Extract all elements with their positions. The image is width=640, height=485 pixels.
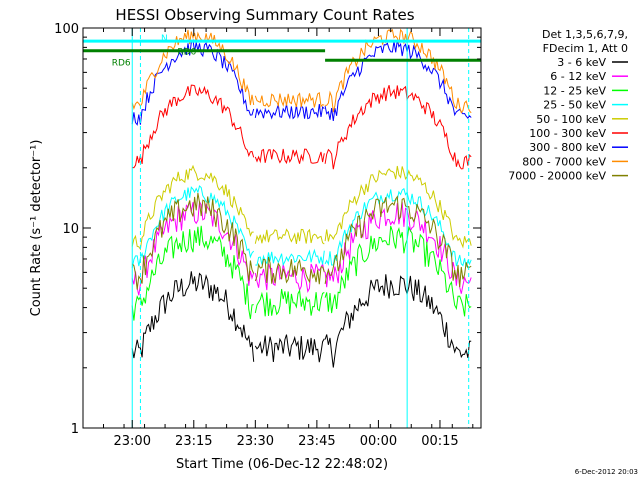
legend-label: 100 - 300 keV <box>529 127 606 140</box>
y-tick-label: 10 <box>62 222 79 237</box>
y-tick-label: 1 <box>71 422 79 437</box>
legend-label: 25 - 50 keV <box>543 99 606 112</box>
series-line-6 <box>132 84 472 170</box>
x-tick-label: 23:30 <box>237 434 274 449</box>
x-axis-label: Start Time (06-Dec-12 22:48:02) <box>176 457 388 472</box>
plot-area: N RD6 RD6 <box>83 28 481 428</box>
legend-header-line-1: Det 1,3,5,6,7,9, <box>542 28 628 41</box>
legend-label: 3 - 6 keV <box>557 56 606 69</box>
x-tick-label: 23:45 <box>298 434 335 449</box>
annotation-label: RD6 <box>177 48 196 58</box>
series-line-9 <box>131 193 472 290</box>
x-tick-label: 23:00 <box>114 434 151 449</box>
series-line-2 <box>131 200 472 296</box>
x-tick-label: 00:00 <box>360 434 397 449</box>
legend-label: 12 - 25 keV <box>543 84 606 97</box>
series-line-1 <box>131 271 472 368</box>
annotation-label: RD6 <box>112 58 131 68</box>
legend-label: 300 - 800 keV <box>529 141 606 154</box>
chart-title: HESSI Observing Summary Count Rates <box>115 6 414 24</box>
y-axis-label: Count Rate (s⁻¹ detector⁻¹) <box>29 140 44 317</box>
series-line-3 <box>131 225 472 321</box>
annotation-label: N <box>161 34 168 44</box>
timestamp: 6-Dec-2012 20:03 <box>575 468 638 476</box>
legend-label: 7000 - 20000 keV <box>508 170 606 183</box>
series-line-5 <box>131 164 472 251</box>
y-tick-label: 100 <box>54 22 79 37</box>
x-tick-label: 00:15 <box>421 434 458 449</box>
series-line-4 <box>131 185 472 269</box>
legend-label: 50 - 100 keV <box>536 113 606 126</box>
axes: 23:00 23:15 23:30 23:45 00:00 00:15 1 10 100 <box>54 22 481 449</box>
legend: Det 1,3,5,6,7,9, FDecim 1, Att 0 3 - 6 k… <box>508 28 628 183</box>
legend-label: 800 - 7000 keV <box>522 155 606 168</box>
legend-label: 6 - 12 keV <box>550 70 606 83</box>
legend-header-line-2: FDecim 1, Att 0 <box>543 42 628 55</box>
x-tick-label: 23:15 <box>175 434 212 449</box>
